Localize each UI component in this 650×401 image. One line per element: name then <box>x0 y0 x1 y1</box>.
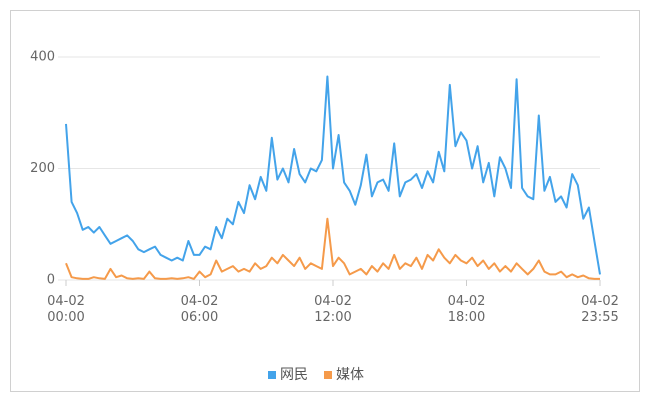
y-tick-label: 0 <box>47 273 55 288</box>
series-line <box>65 217 600 280</box>
x-tick-label: 04-02 18:00 <box>448 294 486 325</box>
x-tick-label: 04-02 06:00 <box>181 294 219 325</box>
x-tick-label: 04-02 00:00 <box>47 294 85 325</box>
legend-label: 网民 <box>280 367 308 383</box>
frame <box>10 10 640 392</box>
y-tick-label: 200 <box>30 161 55 176</box>
x-tick-label: 04-02 23:55 <box>581 294 619 325</box>
legend-swatch <box>324 371 332 379</box>
legend-swatch <box>268 371 276 379</box>
x-tick-label: 04-02 12:00 <box>314 294 352 325</box>
legend-label: 媒体 <box>336 367 364 383</box>
series-line <box>65 75 601 275</box>
y-tick-label: 400 <box>30 50 55 65</box>
